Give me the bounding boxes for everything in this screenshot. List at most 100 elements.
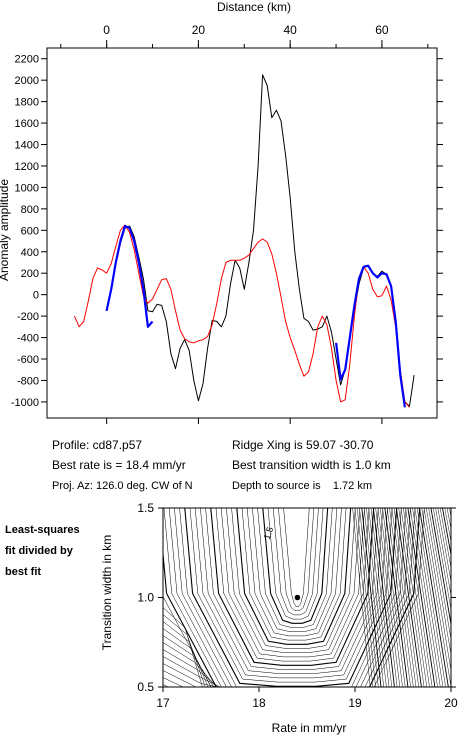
- contour-line: [231, 508, 356, 649]
- y-tick-label: 0.5: [137, 680, 154, 694]
- contour-line: [267, 508, 324, 620]
- y-axis-label: Transition width in km: [100, 535, 114, 651]
- contour-line: [200, 508, 384, 674]
- side-caption: Least-squares fit divided by best fit: [5, 520, 80, 583]
- contour-line-right: [428, 508, 451, 641]
- contour-line: [215, 508, 370, 662]
- contour-line-right: [395, 508, 422, 687]
- contour-line: [168, 508, 411, 687]
- series-line-2: [335, 264, 406, 408]
- contour-line-right: [393, 508, 419, 687]
- contour-line-right: [382, 508, 406, 687]
- x-tick-label: 60: [375, 23, 389, 37]
- side-caption-line-3: best fit: [5, 566, 42, 578]
- depth-label: Depth to source is 1.72 km: [232, 480, 373, 492]
- profile-label: Profile: cd87.p57: [52, 438, 143, 452]
- contour-line: [220, 508, 365, 658]
- y-tick-label: 1.0: [137, 591, 154, 605]
- contour-line: [174, 508, 407, 687]
- contour-line-right: [458, 506, 467, 689]
- contour-line-right: [414, 508, 444, 687]
- transition-width-label: Best transition width is 1.0 km: [232, 458, 391, 472]
- y-axis-label: Anomaly amplitude: [0, 179, 11, 281]
- side-caption-line-1: Least-squares: [5, 524, 80, 536]
- y-tick-label: -800: [17, 375, 39, 387]
- contour-line: [283, 508, 310, 607]
- contour-line-right: [416, 508, 446, 687]
- proj-az-label: Proj. Az: 126.0 deg. CW of N: [52, 480, 193, 492]
- contour-line-right: [405, 508, 433, 687]
- x-tick-label: 0: [103, 23, 110, 37]
- contour-line-right: [375, 508, 398, 687]
- y-tick-label: 1.5: [137, 501, 154, 515]
- contour-line-right: [403, 508, 430, 687]
- contour-line-right: [409, 508, 438, 687]
- contour-line: [262, 508, 329, 624]
- contour-line-right: [435, 508, 451, 597]
- contour-level-label: 1.5: [262, 526, 275, 541]
- contour-line-right: [426, 508, 451, 656]
- contour-line: [184, 508, 398, 687]
- y-tick-label: 2000: [15, 75, 39, 87]
- contour-line-left: [163, 677, 184, 687]
- y-tick-label: 1200: [15, 161, 39, 173]
- x-tick-label: 18: [252, 696, 266, 710]
- y-tick-label: -200: [17, 311, 39, 323]
- contour-line-right: [372, 508, 395, 687]
- x-tick-label: 20: [444, 696, 458, 710]
- contour-line: [194, 508, 388, 679]
- contour-line: [236, 508, 352, 645]
- contour-line-right: [370, 508, 392, 687]
- contour-line-right: [437, 508, 451, 583]
- y-tick-label: 0: [33, 290, 39, 302]
- y-tick-label: 600: [21, 225, 39, 237]
- contour-line-right: [423, 508, 451, 672]
- contour-line: [272, 508, 319, 616]
- contour-line-left: [163, 614, 206, 687]
- contour-line-left: [163, 621, 209, 687]
- contour-line-right: [412, 508, 441, 687]
- contour-line-right: [380, 508, 403, 687]
- contour-line-right: [430, 508, 451, 627]
- y-tick-label: -1000: [11, 397, 39, 409]
- x-tick-label: 17: [156, 696, 170, 710]
- contour-line-right: [377, 508, 401, 687]
- contour-frame: [162, 507, 452, 688]
- contour-line: [257, 508, 333, 628]
- anomaly-profile-chart: 0 20 40 60 -1000 -800 -600 -400 -200 0 200 400 600 80…: [0, 0, 443, 424]
- y-tick-label: -400: [17, 333, 39, 345]
- contour-line-left: [163, 663, 219, 687]
- contour-line: [278, 508, 315, 611]
- contour-line-right: [384, 508, 409, 687]
- contour-line-right: [421, 508, 451, 687]
- contour-line-right: [391, 508, 417, 687]
- contour-line-right: [389, 508, 414, 687]
- misfit-contour-chart: 1.5 17 18 19 20 0.5 1.0 1.5 Rate in mm/yr Transit…: [100, 501, 467, 735]
- contour-line-right: [361, 508, 382, 687]
- contour-line-left: [163, 656, 221, 687]
- y-tick-label: 400: [21, 247, 39, 259]
- contour-line-right: [354, 508, 374, 687]
- y-tick-label: -600: [17, 354, 39, 366]
- x-axis-label: Rate in mm/yr: [272, 721, 347, 735]
- contour-line-right: [439, 508, 451, 569]
- contour-line: [210, 508, 375, 666]
- contour-line: [252, 508, 338, 632]
- contour-line-right: [356, 508, 376, 687]
- series-line-2: [105, 224, 154, 328]
- contour-line-right: [352, 508, 371, 687]
- contour-line-right: [444, 508, 451, 543]
- y-tick-label: 1000: [15, 182, 39, 194]
- contour-line-left: [163, 670, 197, 687]
- contour-group: [163, 506, 467, 689]
- contour-line-right: [463, 506, 467, 689]
- contour-line-right: [418, 508, 449, 687]
- y-tick-label: 1800: [15, 97, 39, 109]
- contour-line-right: [461, 506, 467, 689]
- contour-line-right: [363, 508, 384, 687]
- y-tick-label: 2200: [15, 54, 39, 66]
- contour-line-right: [398, 508, 425, 687]
- x-tick-label: 20: [192, 23, 206, 37]
- y-tick-label: 800: [21, 204, 39, 216]
